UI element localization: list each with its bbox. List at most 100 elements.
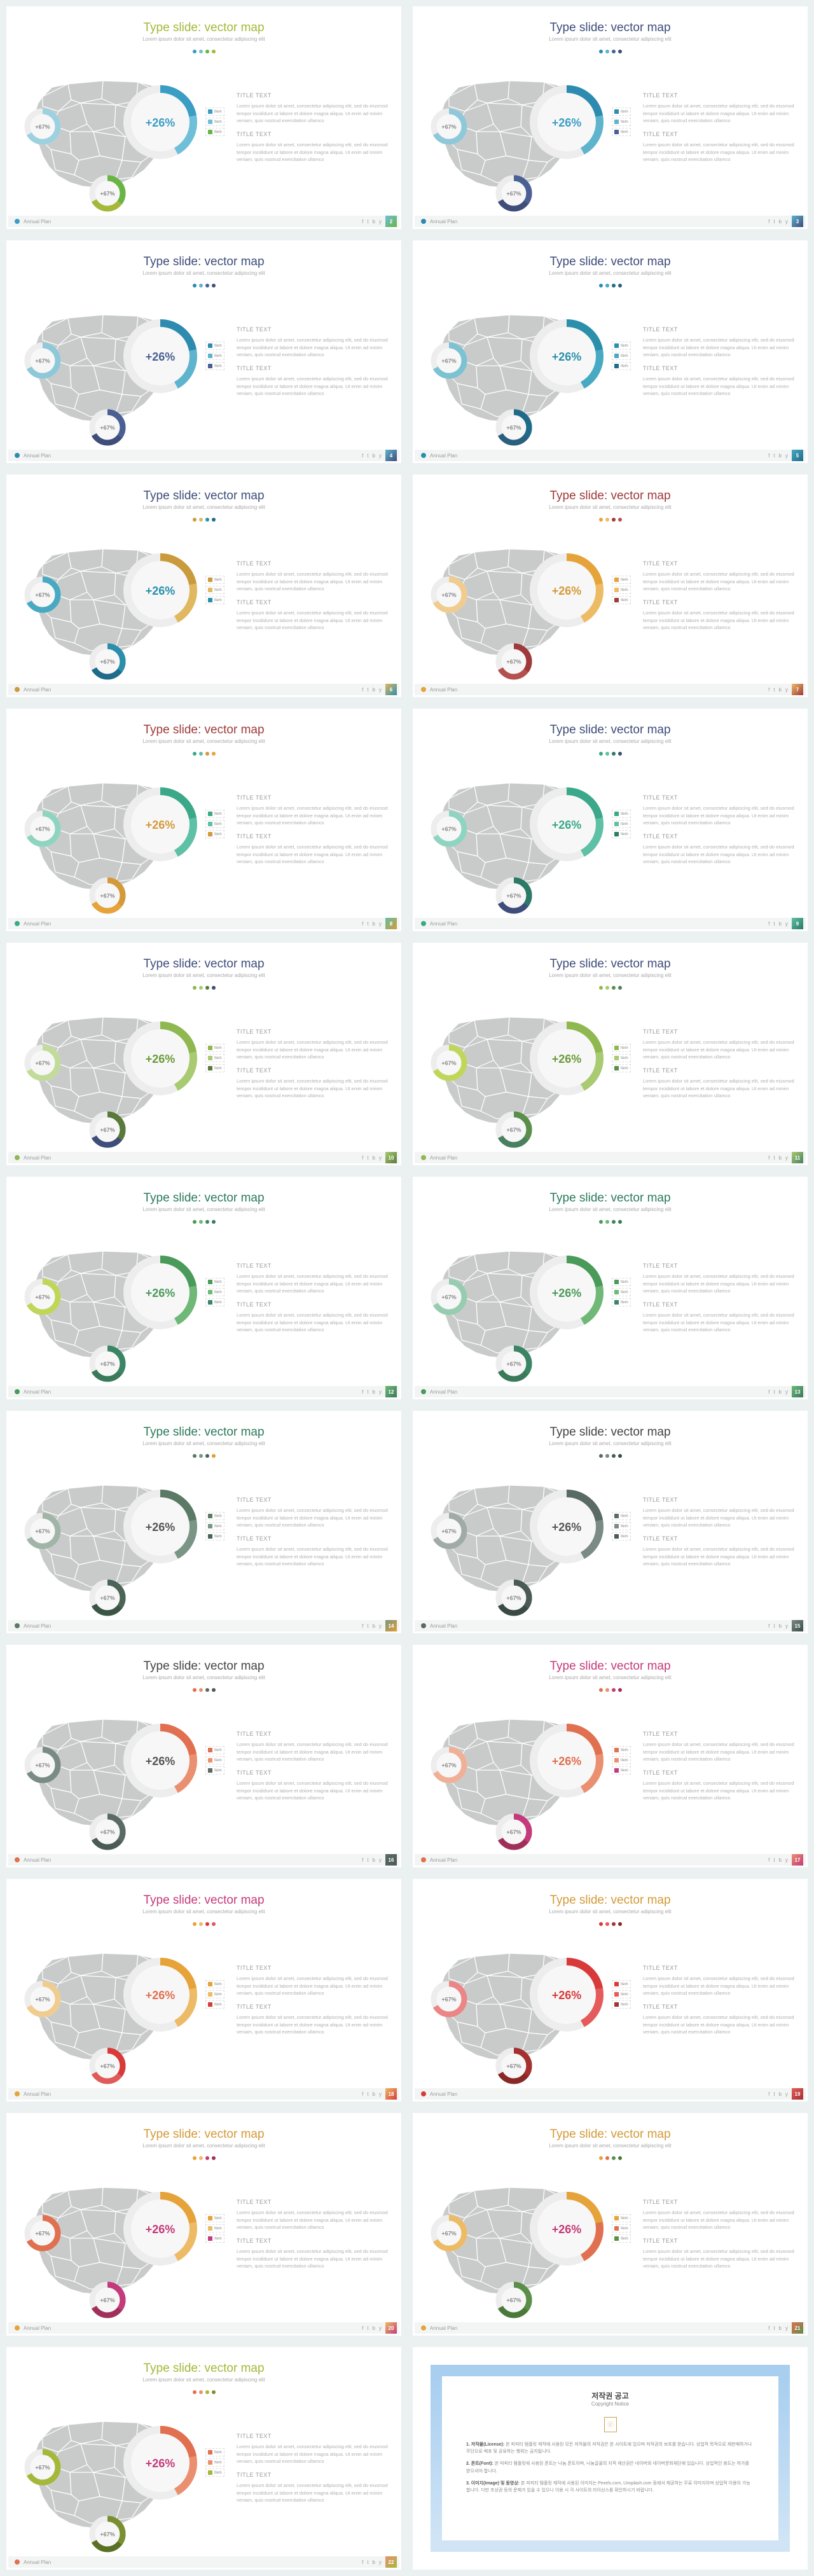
main-pct-label: +26% [146, 585, 176, 597]
slide-number: 14 [385, 1620, 397, 1631]
indicator-dots [430, 513, 790, 525]
footer-dot-icon [421, 1857, 426, 1862]
slide: Type slide: vector map Lorem ipsum dolor… [6, 240, 401, 463]
slide-number: 7 [792, 684, 803, 695]
main-pct-label: +26% [552, 1521, 582, 1534]
slide-title: Type slide: vector map [24, 21, 384, 35]
legend-item: Item [205, 1512, 224, 1520]
footer-dot-icon [421, 453, 426, 458]
body-para: Lorem ipsum dolor sit amet, consectetur … [643, 336, 796, 359]
body-para: Lorem ipsum dolor sit amet, consectetur … [643, 2248, 796, 2270]
body-title: TITLE TEXT [237, 365, 389, 371]
slide: Type slide: vector map Lorem ipsum dolor… [6, 943, 401, 1165]
body-para: Lorem ipsum dolor sit amet, consectetur … [643, 1077, 796, 1100]
body-title: TITLE TEXT [643, 794, 796, 801]
body-para: Lorem ipsum dolor sit amet, consectetur … [237, 571, 389, 593]
small-donut-left: +67% [429, 1042, 469, 1083]
body-title: TITLE TEXT [643, 599, 796, 606]
footer-dot-icon [421, 1155, 426, 1160]
chart-legend: ItemItemItem [205, 1980, 224, 2011]
footer-dot-icon [15, 1623, 20, 1628]
slide-number: 5 [792, 450, 803, 461]
legend-item: Item [612, 1746, 631, 1754]
legend-item: Item [612, 107, 631, 116]
body-title: TITLE TEXT [643, 2238, 796, 2244]
main-donut-chart: +26% [122, 1488, 198, 1565]
legend-item: Item [205, 118, 224, 126]
slide-number: 10 [385, 1152, 397, 1163]
small-pct-bottom: +67% [100, 658, 114, 665]
body-title: TITLE TEXT [237, 560, 389, 567]
legend-item: Item [205, 1766, 224, 1775]
slide-footer: Annual Plan ftby 2 [8, 216, 399, 227]
slide: Type slide: vector map Lorem ipsum dolor… [6, 1645, 401, 1867]
legend-item: Item [612, 1288, 631, 1296]
small-pct-left: +67% [441, 826, 456, 832]
small-pct-left: +67% [441, 1294, 456, 1300]
indicator-dots [430, 1684, 790, 1695]
social-icons: ftby 11 [766, 1152, 806, 1163]
legend-item: Item [205, 2214, 224, 2222]
slide-title: Type slide: vector map [430, 957, 790, 971]
legend-item: Item [205, 107, 224, 116]
slide-footer: Annual Plan ftby 21 [415, 2322, 806, 2334]
text-block: TITLE TEXT Lorem ipsum dolor sit amet, c… [237, 2433, 389, 2510]
text-block: TITLE TEXT Lorem ipsum dolor sit amet, c… [237, 1497, 389, 1574]
body-para: Lorem ipsum dolor sit amet, consectetur … [643, 141, 796, 163]
body-title: TITLE TEXT [643, 2004, 796, 2010]
body-para: Lorem ipsum dolor sit amet, consectetur … [237, 2209, 389, 2231]
social-icon: b [779, 921, 782, 927]
legend-item: Item [612, 1522, 631, 1530]
body-title: TITLE TEXT [237, 1028, 389, 1035]
slide-number: 3 [792, 216, 803, 227]
social-icon: y [379, 1389, 382, 1395]
main-donut-chart: +26% [122, 1722, 198, 1799]
small-pct-left: +67% [35, 1528, 50, 1534]
small-pct-left: +67% [35, 1762, 50, 1768]
footer-label: Annual Plan [430, 1155, 457, 1161]
body-para: Lorem ipsum dolor sit amet, consectetur … [237, 1741, 389, 1763]
legend-item: Item [205, 2234, 224, 2243]
legend-item: Item [205, 1298, 224, 1306]
small-donut-left: +67% [429, 1511, 469, 1551]
social-icon: y [379, 219, 382, 225]
legend-item: Item [612, 1064, 631, 1072]
social-icon: y [379, 687, 382, 693]
slide-title: Type slide: vector map [430, 1425, 790, 1439]
footer-dot-icon [15, 2091, 20, 2096]
legend-item: Item [205, 1746, 224, 1754]
social-icon: b [373, 921, 375, 927]
small-pct-bottom: +67% [100, 1595, 114, 1601]
body-title: TITLE TEXT [643, 560, 796, 567]
legend-item: Item [205, 2458, 224, 2467]
body-para: Lorem ipsum dolor sit amet, consectetur … [237, 141, 389, 163]
body-para: Lorem ipsum dolor sit amet, consectetur … [237, 1546, 389, 1568]
social-icon: y [379, 1155, 382, 1161]
social-icon: y [379, 1857, 382, 1863]
slide-title: Type slide: vector map [24, 1191, 384, 1205]
social-icon: f [768, 2091, 769, 2097]
main-pct-label: +26% [552, 116, 582, 129]
slide: Type slide: vector map Lorem ipsum dolor… [413, 1645, 808, 1867]
small-donut-left: +67% [429, 2213, 469, 2254]
legend-item: Item [205, 830, 224, 838]
social-icon: y [785, 687, 788, 693]
indicator-dots [430, 45, 790, 57]
body-para: Lorem ipsum dolor sit amet, consectetur … [237, 2248, 389, 2270]
main-donut-chart: +26% [528, 1956, 605, 2033]
social-icon: b [779, 1857, 782, 1863]
small-donut-bottom: +67% [493, 1811, 534, 1852]
small-donut-left: +67% [429, 1745, 469, 1785]
footer-dot-icon [421, 1389, 426, 1394]
chart-legend: ItemItemItem [612, 107, 631, 138]
main-donut-chart: +26% [122, 1956, 198, 2033]
slide-number: 19 [792, 2088, 803, 2100]
slide-number: 11 [792, 1152, 803, 1163]
body-title: TITLE TEXT [643, 365, 796, 371]
slide-title: Type slide: vector map [430, 1191, 790, 1205]
small-pct-left: +67% [35, 826, 50, 832]
small-pct-left: +67% [441, 357, 456, 364]
slide-subtitle: Lorem ipsum dolor sit amet, consectetur … [24, 36, 384, 42]
social-icon: t [367, 1155, 368, 1161]
main-donut-chart: +26% [122, 1020, 198, 1097]
